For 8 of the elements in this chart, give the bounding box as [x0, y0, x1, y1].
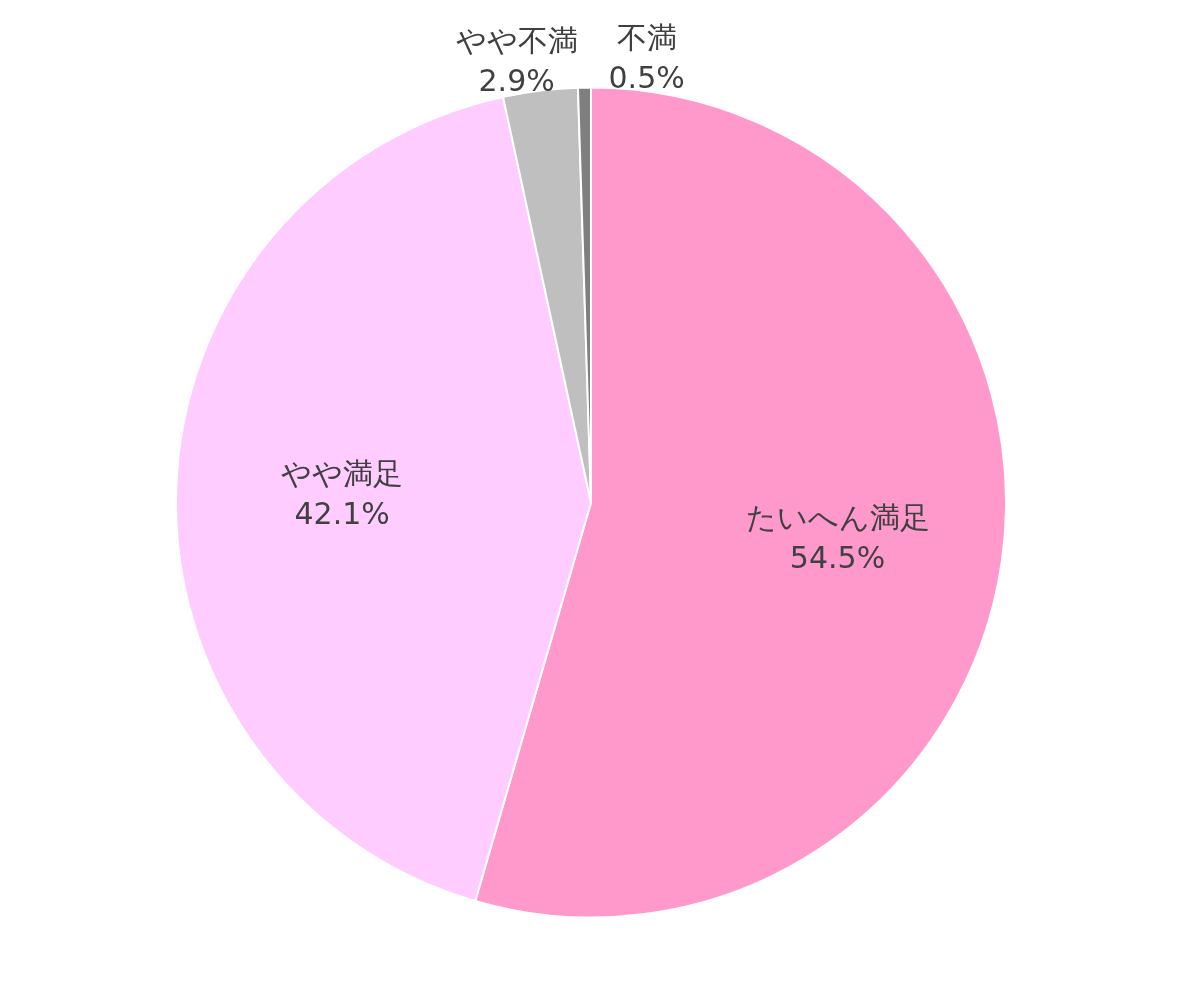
- slice-label: たいへん満足: [745, 499, 930, 535]
- slice-label: やや満足: [281, 455, 404, 491]
- data-label: 2.9%: [478, 62, 555, 98]
- slice-label: 不満: [616, 19, 677, 55]
- data-label: 0.5%: [608, 59, 685, 95]
- data-label: 54.5%: [789, 539, 886, 575]
- data-label: 42.1%: [294, 495, 390, 531]
- slice-label: やや不満: [455, 22, 578, 58]
